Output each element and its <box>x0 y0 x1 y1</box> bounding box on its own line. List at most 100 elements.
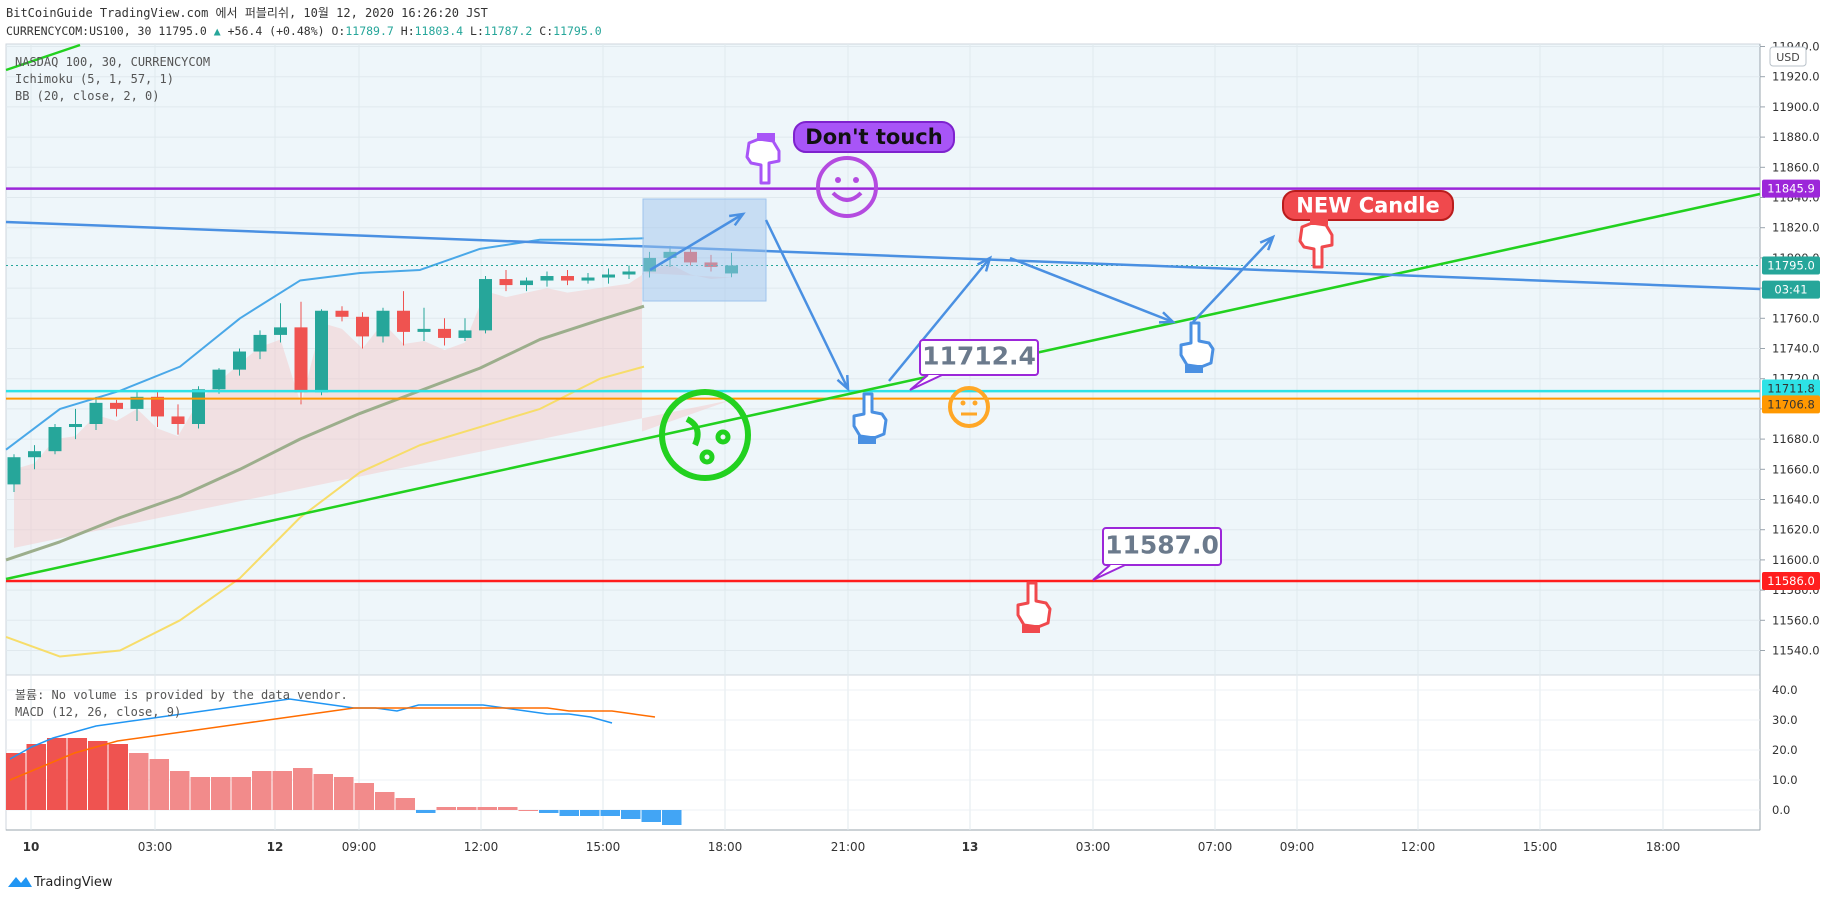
point-left-hand-icon[interactable] <box>1298 217 1334 269</box>
point-down-hand-icon[interactable] <box>745 133 781 185</box>
macd-histogram-bar <box>231 777 251 810</box>
price-badge-cyan[interactable] <box>1762 379 1820 398</box>
forecast-arrow[interactable] <box>1192 236 1274 323</box>
price-badge-last[interactable] <box>1762 256 1820 275</box>
candle-body[interactable] <box>622 271 636 275</box>
price-badge-orange[interactable] <box>1762 395 1820 414</box>
candle-body[interactable] <box>192 389 205 424</box>
price-badge-red[interactable] <box>1762 572 1820 591</box>
macd-tick-label: 30.0 <box>1772 713 1798 727</box>
last-price: 11795.0 <box>158 24 207 38</box>
candle-body[interactable] <box>458 330 472 338</box>
price-callout-a-box[interactable] <box>919 339 1039 376</box>
forecast-arrow[interactable] <box>764 219 850 390</box>
forecast-arrow[interactable] <box>888 257 991 382</box>
candle-body[interactable] <box>28 451 41 458</box>
candle-body[interactable] <box>315 310 328 393</box>
price-badge-text: 03:41 <box>1774 283 1807 297</box>
x-tick-label: 21:00 <box>831 840 866 854</box>
macd-histogram-bar <box>559 810 579 816</box>
macd-histogram-bar <box>477 807 497 810</box>
hand-shape <box>1016 581 1052 629</box>
x-tick-label: 15:00 <box>586 840 621 854</box>
price-badge-countdown[interactable] <box>1762 280 1820 299</box>
macd-histogram-bar <box>436 807 456 810</box>
symbol-legend: NASDAQ 100, 30, CURRENCYCOM <box>15 55 210 69</box>
candle-body[interactable] <box>7 457 21 485</box>
forecast-arrow[interactable] <box>1009 256 1174 324</box>
macd-histogram-bar <box>211 777 231 810</box>
point-up-hand-icon[interactable] <box>1016 581 1052 633</box>
candle-body[interactable] <box>69 424 82 428</box>
brand-label: TradingView <box>33 875 113 890</box>
candle-body[interactable] <box>274 327 287 335</box>
eye <box>835 177 841 183</box>
x-tick-label: 13 <box>962 840 979 854</box>
hand-cuff <box>1022 625 1040 633</box>
macd-tick-label: 10.0 <box>1772 773 1798 787</box>
trendline-green-upper[interactable] <box>5 43 81 72</box>
candle-body[interactable] <box>520 280 533 286</box>
candle-body[interactable] <box>561 276 574 281</box>
point-up-hand-icon[interactable] <box>1179 321 1215 373</box>
candle-body[interactable] <box>48 427 62 452</box>
candle-body[interactable] <box>499 279 513 286</box>
tradingview-logo[interactable]: TradingView <box>8 875 113 890</box>
face-outline <box>659 389 751 481</box>
candle-body[interactable] <box>540 276 554 281</box>
price-badge-text: 11845.9 <box>1767 182 1815 196</box>
candle-body[interactable] <box>110 402 123 409</box>
macd-histogram-bar <box>539 810 559 813</box>
candle-body[interactable] <box>151 396 164 417</box>
y-tick-label: 11660.0 <box>1772 462 1820 476</box>
currency-box[interactable] <box>1769 46 1807 67</box>
macd-histogram-bar <box>375 792 395 810</box>
macd-histogram-bar <box>252 771 272 810</box>
trendline-green[interactable] <box>5 192 1761 581</box>
macd-histogram-bar <box>457 807 477 810</box>
neutral-face-icon <box>948 386 990 428</box>
candle-body[interactable] <box>171 416 185 424</box>
point-up-hand-icon[interactable] <box>852 392 888 444</box>
x-tick-label: 12:00 <box>1401 840 1436 854</box>
new-candle-label-box[interactable] <box>1282 190 1454 221</box>
dont-touch-label-box[interactable] <box>793 121 955 153</box>
macd-histogram-bar <box>6 753 26 810</box>
candle-body[interactable] <box>397 310 410 332</box>
candle-body[interactable] <box>602 274 615 278</box>
candle-body[interactable] <box>253 334 267 352</box>
candle-body[interactable] <box>294 327 308 393</box>
projection-box[interactable] <box>642 198 767 302</box>
price-badge-purple[interactable] <box>1762 179 1820 198</box>
mouth <box>831 191 863 202</box>
forecast-arrow[interactable] <box>649 212 744 272</box>
hand-cuff <box>1185 365 1203 373</box>
arrow-head <box>1158 311 1176 324</box>
macd-legend: MACD (12, 26, close, 9) <box>15 705 181 719</box>
candle-body[interactable] <box>212 369 226 390</box>
macd-histogram-bar <box>600 810 620 816</box>
price-callout-b-box[interactable] <box>1102 527 1222 566</box>
candle-body[interactable] <box>581 277 595 281</box>
bollinger-upper-line <box>5 237 645 451</box>
macd-histogram-bar <box>272 771 292 810</box>
y-tick-label: 11740.0 <box>1772 342 1820 356</box>
x-tick-label: 03:00 <box>138 840 173 854</box>
candle-body[interactable] <box>335 310 349 317</box>
up-arrow-icon: ▲ <box>214 24 221 38</box>
candle-body[interactable] <box>356 316 369 337</box>
candle-body[interactable] <box>376 310 390 337</box>
candle-body[interactable] <box>233 351 246 370</box>
candle-body[interactable] <box>479 279 492 331</box>
y-tick-label: 11620.0 <box>1772 523 1820 537</box>
candle-body[interactable] <box>89 402 103 424</box>
x-tick-label: 12 <box>267 840 284 854</box>
price-change: +56.4 (+0.48%) <box>228 24 325 38</box>
trendline-blue[interactable] <box>5 220 1761 291</box>
candle-body[interactable] <box>417 328 431 332</box>
candle-body[interactable] <box>438 328 451 338</box>
candle-body[interactable] <box>130 396 144 409</box>
macd-histogram-bar <box>108 744 128 810</box>
tongue-eye <box>685 416 701 447</box>
